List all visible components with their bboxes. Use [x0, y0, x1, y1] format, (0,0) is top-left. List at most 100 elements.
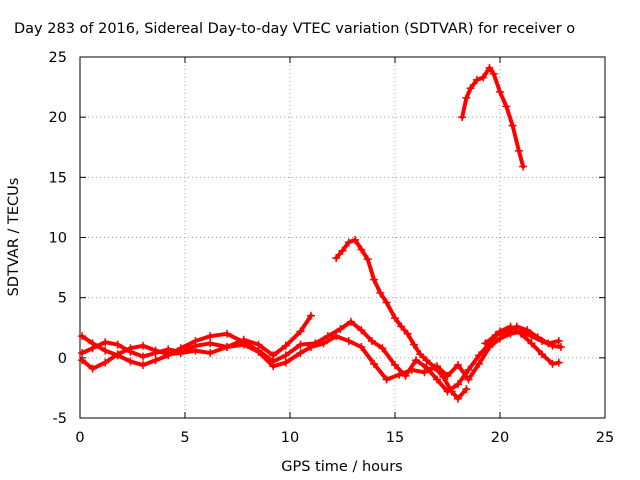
data-point: [281, 341, 290, 350]
y-tick-label: -5: [53, 411, 67, 427]
data-point: [351, 235, 360, 244]
data-point: [472, 75, 481, 84]
data-point: [462, 385, 471, 394]
data-point: [319, 339, 328, 348]
data-point: [370, 275, 378, 284]
data-point: [151, 356, 160, 365]
data-point: [357, 326, 366, 335]
data-point: [78, 332, 87, 341]
x-tick-label: 25: [596, 430, 614, 446]
data-point: [475, 351, 483, 360]
data-point: [479, 73, 488, 82]
data-point: [281, 351, 290, 360]
data-point: [296, 349, 305, 358]
data-point: [139, 341, 147, 350]
data-point: [376, 288, 385, 297]
data-point: [454, 380, 462, 389]
data-point: [126, 357, 135, 366]
data-point: [357, 343, 366, 352]
data-point: [533, 333, 542, 342]
data-point: [538, 350, 546, 359]
y-axis-label: SDTVAR / TECUs: [6, 178, 22, 297]
data-point: [126, 344, 135, 353]
data-point: [344, 336, 353, 345]
series-track-6: [458, 63, 528, 171]
plot-frame: [79, 56, 606, 419]
data-point: [489, 69, 498, 78]
data-point: [113, 350, 122, 359]
data-point: [462, 93, 471, 102]
data-point: [269, 362, 278, 371]
data-point: [554, 336, 563, 345]
data-point: [485, 343, 494, 352]
x-tick-label: 20: [491, 430, 509, 446]
data-point: [176, 349, 185, 358]
data-point: [101, 338, 110, 347]
series-line: [80, 319, 561, 394]
x-tick-label: 10: [281, 430, 299, 446]
data-point: [88, 344, 97, 353]
data-point: [466, 84, 475, 93]
data-point: [382, 298, 391, 307]
grid-lines: [80, 57, 605, 418]
series-track-1: [78, 317, 563, 396]
data-point: [344, 238, 353, 247]
data-point: [113, 340, 122, 349]
data-point: [395, 370, 404, 379]
y-tick-label: 5: [58, 291, 67, 307]
y-tick-label: 20: [49, 110, 67, 126]
x-axis-ticks: 0 5 10 15 20 25: [75, 57, 614, 446]
data-point: [139, 352, 147, 361]
y-tick-label: 25: [49, 50, 67, 66]
data-point: [332, 332, 341, 341]
data-point: [409, 340, 418, 349]
data-point: [101, 346, 110, 355]
data-point: [554, 358, 563, 367]
data-point: [422, 356, 431, 365]
data-point: [191, 346, 200, 355]
data-point: [139, 361, 147, 370]
series-track-4: [332, 235, 471, 403]
data-point: [403, 329, 412, 338]
data-point: [454, 394, 462, 403]
data-point: [307, 311, 315, 320]
data-point: [475, 359, 483, 368]
data-point: [454, 361, 462, 370]
data-point: [336, 324, 345, 333]
data-point: [519, 162, 528, 171]
data-series: [78, 63, 565, 403]
data-point: [206, 339, 215, 348]
data-point: [254, 340, 263, 349]
data-point: [164, 350, 173, 359]
data-point: [78, 356, 87, 365]
data-point: [206, 349, 215, 358]
y-tick-label: 15: [49, 170, 67, 186]
data-point: [514, 146, 523, 155]
data-point: [523, 326, 532, 335]
x-axis-label: GPS time / hours: [281, 459, 402, 475]
data-point: [332, 253, 341, 262]
data-point: [464, 375, 473, 384]
data-point: [512, 322, 521, 331]
data-point: [485, 63, 494, 72]
x-tick-label: 5: [180, 430, 189, 446]
data-point: [556, 343, 565, 352]
data-point: [269, 351, 278, 360]
data-point: [296, 340, 305, 349]
data-point: [491, 330, 500, 339]
data-point: [416, 350, 425, 359]
data-point: [502, 328, 511, 337]
data-point: [544, 339, 553, 348]
data-point: [223, 329, 231, 338]
data-point: [447, 387, 456, 396]
data-point: [101, 358, 110, 367]
series-line: [334, 237, 469, 401]
data-point: [481, 339, 490, 348]
data-point: [370, 359, 378, 368]
data-point: [391, 314, 399, 323]
data-point: [464, 365, 473, 374]
data-point: [397, 322, 406, 331]
data-point: [206, 332, 215, 341]
data-point: [296, 327, 305, 336]
